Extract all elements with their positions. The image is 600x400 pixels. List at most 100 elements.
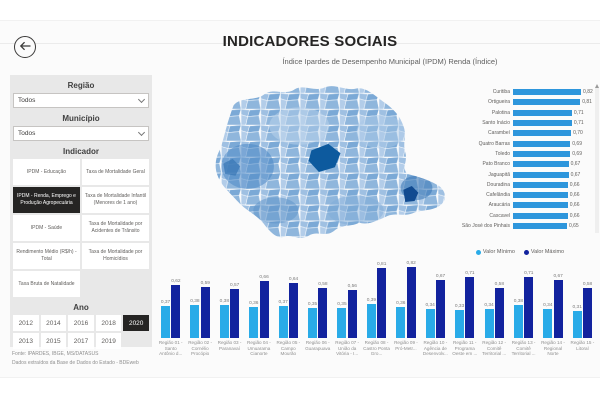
- city-bar[interactable]: [513, 150, 571, 157]
- municipality-section-title: Município: [62, 114, 100, 123]
- city-bar[interactable]: [513, 212, 568, 219]
- min-bar[interactable]: [513, 305, 523, 338]
- bar-with-label: 0,31: [573, 305, 582, 338]
- max-bar[interactable]: [347, 289, 357, 338]
- max-bar[interactable]: [259, 281, 269, 338]
- year-button-2020[interactable]: 2020: [123, 315, 149, 331]
- indicator-button[interactable]: Taxa de Mortalidade por Acidentes de Trâ…: [82, 215, 149, 241]
- bar-value: 0,67: [435, 274, 446, 280]
- city-bar-row: Douradina 0,66: [455, 180, 595, 190]
- bar-with-label: 0,67: [436, 274, 445, 338]
- max-bar[interactable]: [465, 276, 475, 338]
- indicator-button[interactable]: Taxa de Mortalidade Geral: [82, 159, 149, 185]
- region-label: Região 07 - União da Vitória - I...: [335, 340, 360, 357]
- city-label: Araucária: [488, 202, 510, 209]
- min-bar[interactable]: [425, 308, 435, 338]
- city-value: 0,66: [569, 192, 580, 199]
- city-bar[interactable]: [513, 99, 581, 106]
- city-bar[interactable]: [513, 89, 582, 96]
- max-bar[interactable]: [289, 282, 298, 338]
- indicator-button[interactable]: IPDM - Saúde: [13, 215, 80, 241]
- bar-value: 0,37: [278, 300, 288, 306]
- min-bar[interactable]: [484, 308, 494, 338]
- city-bar[interactable]: [513, 161, 569, 168]
- year-button-2019[interactable]: 2019: [95, 333, 122, 349]
- min-bar[interactable]: [337, 307, 347, 338]
- city-bar-row: Curitiba 0,82: [455, 87, 595, 97]
- max-bar[interactable]: [583, 288, 593, 338]
- city-bar[interactable]: [513, 109, 572, 116]
- bar-value: 0,57: [230, 282, 240, 288]
- max-bar[interactable]: [377, 268, 387, 338]
- bar-value: 0,39: [366, 298, 377, 304]
- bar-value: 0,36: [249, 301, 259, 307]
- city-bar[interactable]: [513, 140, 571, 147]
- region-bar-group: 0,33 0,71: [450, 260, 479, 338]
- max-bar[interactable]: [171, 284, 181, 338]
- bar-with-label: 0,37: [161, 300, 170, 338]
- min-bar[interactable]: [455, 309, 465, 338]
- year-button-2012[interactable]: 2012: [13, 315, 39, 331]
- indicator-button[interactable]: Rendimento Médio (R$/h) - Total: [13, 243, 80, 269]
- city-bar[interactable]: [513, 120, 572, 127]
- dark-municipality-center: [308, 143, 341, 172]
- max-bar[interactable]: [318, 288, 328, 338]
- max-bar[interactable]: [553, 280, 563, 338]
- max-bar[interactable]: [436, 280, 446, 338]
- city-bar[interactable]: [513, 130, 572, 137]
- min-bar[interactable]: [396, 307, 406, 338]
- region-dropdown[interactable]: Todos: [13, 93, 149, 108]
- year-button-2013[interactable]: 2013: [13, 333, 39, 349]
- city-value: 0,69: [572, 150, 582, 157]
- max-bar[interactable]: [524, 276, 534, 338]
- back-button[interactable]: [14, 36, 36, 58]
- bar-with-label: 0,59: [201, 281, 210, 338]
- chart-scrollbar[interactable]: [595, 87, 599, 233]
- indicator-button[interactable]: IPDM - Renda, Emprego e Produção Agropec…: [13, 187, 80, 213]
- bar-value: 0,56: [347, 283, 357, 289]
- city-label: Curitiba: [492, 89, 510, 96]
- legend-item-min[interactable]: Valor Mínimo: [475, 249, 515, 255]
- max-bar[interactable]: [406, 267, 416, 338]
- parana-choropleth-map[interactable]: [182, 76, 454, 252]
- min-bar[interactable]: [190, 305, 200, 338]
- bar-value: 0,38: [513, 299, 524, 305]
- scroll-up-icon[interactable]: [595, 84, 599, 88]
- municipality-dropdown[interactable]: Todos: [13, 126, 149, 141]
- bar-value: 0,67: [553, 274, 563, 280]
- chevron-down-icon: [137, 95, 146, 104]
- min-bar[interactable]: [278, 306, 288, 338]
- max-bar[interactable]: [494, 288, 504, 338]
- year-button-2016[interactable]: 2016: [68, 315, 94, 331]
- max-bar[interactable]: [200, 287, 210, 338]
- city-bar[interactable]: [513, 171, 569, 178]
- region-label: Região 11 - Programa Oeste em ...: [452, 340, 478, 357]
- region-label: Região 10 - Agência de Desenvolv...: [422, 340, 448, 357]
- min-bar[interactable]: [572, 311, 582, 338]
- max-bar[interactable]: [230, 288, 240, 338]
- year-button-2017[interactable]: 2017: [68, 333, 94, 349]
- min-bar[interactable]: [249, 307, 259, 338]
- legend-min-label: Valor Mínimo: [482, 249, 515, 255]
- indicator-button[interactable]: Taxa Bruta de Natalidade: [13, 271, 80, 297]
- city-bar[interactable]: [513, 223, 567, 229]
- year-button-2018[interactable]: 2018: [95, 315, 122, 331]
- bar-with-label: 0,58: [318, 282, 328, 338]
- indicator-button[interactable]: Taxa de Mortalidade por Homicídios: [82, 243, 149, 269]
- city-bar[interactable]: [513, 202, 568, 209]
- city-bar[interactable]: [513, 181, 568, 188]
- min-bar[interactable]: [366, 304, 376, 338]
- indicator-button[interactable]: Taxa de Mortalidade Infantil (Menores de…: [82, 187, 149, 213]
- city-bar[interactable]: [513, 192, 568, 199]
- bar-value: 0,36: [396, 301, 406, 307]
- min-bar[interactable]: [308, 307, 318, 338]
- year-button-2014[interactable]: 2014: [40, 315, 67, 331]
- year-button-2015[interactable]: 2015: [40, 333, 67, 349]
- legend-item-max[interactable]: Valor Máximo: [523, 249, 564, 255]
- min-bar[interactable]: [161, 306, 171, 338]
- indicator-button[interactable]: IPDM - Educação: [13, 159, 80, 185]
- min-bar[interactable]: [543, 308, 553, 338]
- bar-value: 0,34: [484, 302, 494, 308]
- min-bar[interactable]: [219, 305, 229, 338]
- city-value: 0,66: [569, 181, 580, 188]
